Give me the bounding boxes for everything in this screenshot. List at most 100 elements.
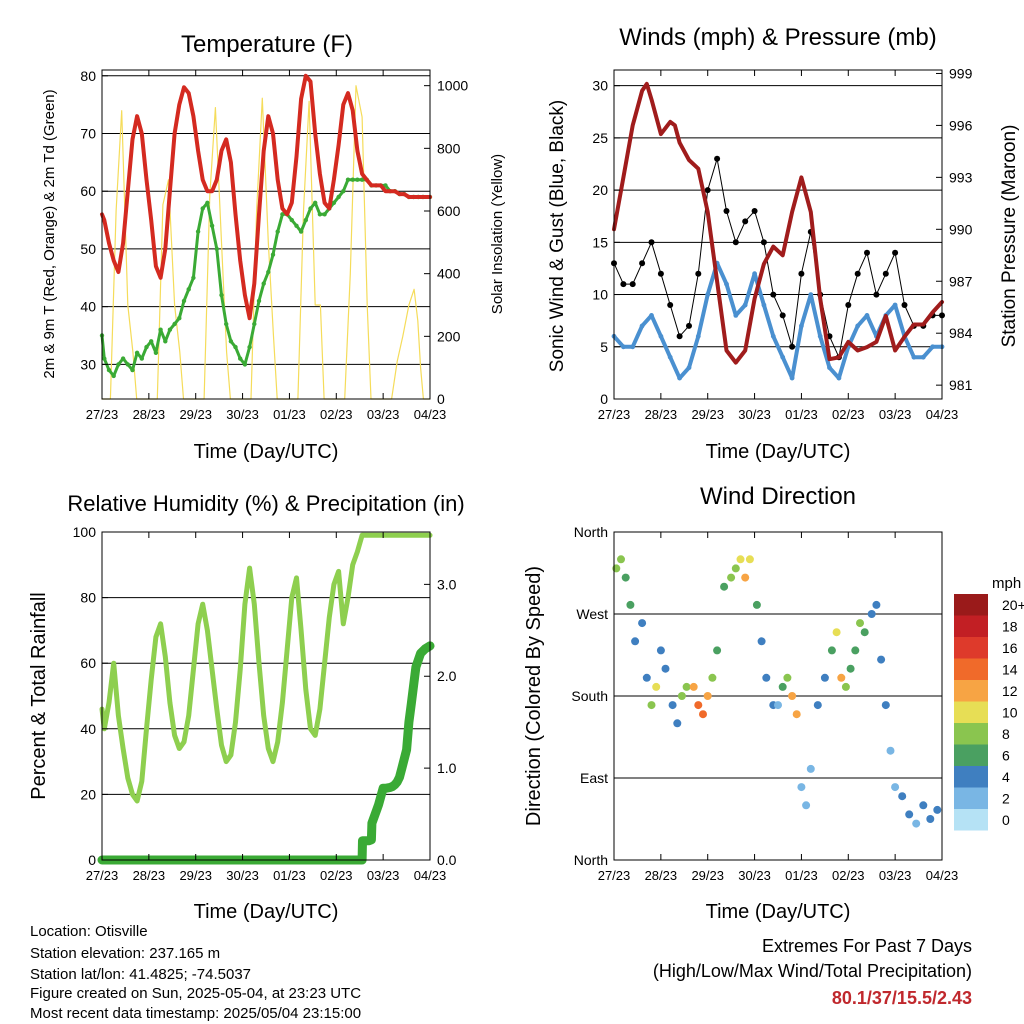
- wind-speed-points-point: [761, 302, 767, 308]
- humidity-y-ticks: 0 20 40 60 80 100: [73, 524, 108, 868]
- dewpoint-points-point: [233, 344, 238, 350]
- direction-point: [727, 573, 736, 582]
- dewpoint-points-point: [331, 200, 337, 205]
- dewpoint-points-point: [214, 246, 219, 252]
- speed-legend-swatch: [954, 809, 988, 831]
- y2-tick-label: 3.0: [437, 576, 457, 592]
- winds-y-label: Sonic Wind & Gust (Blue, Black): [547, 100, 568, 372]
- station-info: Location: Otisville Station elevation: 2…: [30, 923, 361, 1022]
- wind-speed-points-point: [742, 302, 748, 308]
- wind-speed-points-point: [733, 313, 739, 318]
- winds-panel: Winds (mph) & Pressure (mb) 27/23 28/23 29…: [547, 24, 1020, 463]
- dewpoint-points-point: [322, 212, 327, 217]
- gust-points-point: [732, 239, 739, 246]
- dewpoint-points-point: [383, 183, 388, 188]
- y2-tick-label: 1.0: [437, 760, 457, 776]
- direction-point: [881, 701, 890, 710]
- dewpoint-points-point: [134, 350, 140, 355]
- direction-point: [846, 664, 855, 673]
- speed-legend-label: 4: [1002, 769, 1010, 785]
- direction-point: [638, 619, 647, 628]
- direction-point: [708, 673, 717, 682]
- direction-point: [682, 682, 691, 691]
- x-tick-label: 04/23: [926, 868, 959, 883]
- direction-point: [788, 692, 797, 700]
- wind-speed-points-point: [836, 375, 842, 381]
- temperature-title: Temperature (F): [181, 31, 353, 58]
- dewpoint-points-point: [350, 177, 355, 182]
- gust-points-point: [704, 187, 711, 194]
- x-tick-label: 30/23: [738, 407, 771, 422]
- dewpoint-points-point: [144, 344, 149, 350]
- direction-point: [626, 600, 635, 609]
- station-elevation: Station elevation: 237.165 m: [30, 945, 220, 962]
- wind-speed-points-point: [639, 323, 645, 329]
- direction-point: [832, 628, 841, 637]
- x-tick-label: 03/23: [367, 407, 400, 422]
- x-tick-label: 01/23: [273, 868, 306, 883]
- wind-speed-points-point: [920, 354, 926, 360]
- x-tick-label: 04/23: [414, 407, 447, 422]
- wind-speed-points-point: [930, 344, 935, 350]
- x-tick-label: 28/23: [645, 868, 678, 883]
- gust-points-point: [789, 343, 796, 350]
- y-tick-label: 80: [80, 590, 96, 606]
- y2-tick-label: 987: [949, 273, 973, 289]
- direction-point: [752, 600, 761, 609]
- dewpoint-points-point: [313, 200, 318, 205]
- direction-point: [886, 746, 895, 755]
- gust-points-point: [760, 239, 767, 246]
- y-tick-label: 40: [80, 299, 96, 315]
- x-tick-label: 04/23: [926, 407, 959, 422]
- wind-speed-points-point: [677, 375, 682, 381]
- speed-legend-swatch: [954, 787, 988, 809]
- speed-legend-swatch: [954, 615, 988, 637]
- y2-tick-label: 990: [949, 221, 973, 237]
- figure-created: Figure created on Sun, 2025-05-04, at 23…: [30, 985, 361, 1002]
- direction-point: [802, 801, 811, 810]
- speed-legend-label: 14: [1002, 661, 1018, 677]
- direction-point: [762, 673, 771, 682]
- dewpoint-points-point: [224, 321, 229, 327]
- dewpoint-points-point: [120, 356, 126, 361]
- dewpoint-points-point: [355, 177, 360, 182]
- dewpoint-points-point: [359, 177, 365, 182]
- wind-speed-points-point: [892, 302, 898, 308]
- dewpoint-points-point: [341, 189, 346, 194]
- gust-points-point: [779, 312, 786, 319]
- temperature-plot-frame: [101, 69, 431, 400]
- y-tick-label: 0: [88, 852, 96, 868]
- y-tick-label: 20: [592, 182, 608, 198]
- humidity-y2-ticks: 0.0 1.0 2.0 3.0: [424, 576, 457, 868]
- temperature-y-ticks: 30 40 50 60 70 80: [80, 68, 108, 372]
- y-tick-label: South: [571, 688, 608, 704]
- x-tick-label: 27/23: [86, 868, 119, 883]
- direction-point: [820, 673, 829, 682]
- gust-points-point: [873, 291, 880, 298]
- x-tick-label: 02/23: [320, 407, 353, 422]
- direction-point: [689, 682, 698, 691]
- temperature-x-ticks: 27/23 28/23 29/23 30/23 01/23 02/23 03/23 04/23: [86, 70, 447, 422]
- direction-point: [661, 664, 670, 673]
- dewpoint-points-point: [172, 321, 177, 327]
- x-tick-label: 02/23: [832, 868, 865, 883]
- x-tick-label: 01/23: [273, 407, 306, 422]
- dewpoint-points-point: [345, 177, 351, 182]
- dewpoint-points-point: [266, 269, 271, 275]
- direction-point: [827, 646, 836, 655]
- gust-points-point: [657, 270, 664, 277]
- wind-speed-points-point: [864, 313, 870, 318]
- y2-tick-label: 400: [437, 266, 461, 282]
- direction-point: [642, 673, 651, 682]
- speed-legend-label: 10: [1002, 704, 1018, 720]
- winds-x-ticks: 27/23 28/23 29/23 30/23 01/23 02/23 03/23 04/23: [598, 70, 959, 422]
- dewpoint-points-point: [191, 275, 196, 280]
- y-tick-label: East: [580, 770, 608, 786]
- gust-points-point: [648, 239, 655, 246]
- direction-title: Wind Direction: [700, 483, 856, 510]
- extremes-heading: Extremes For Past 7 Days: [762, 936, 972, 956]
- dewpoint-points-point: [228, 339, 234, 344]
- winds-title: Winds (mph) & Pressure (mb): [619, 24, 936, 51]
- direction-point: [891, 783, 900, 792]
- speed-legend-label: 16: [1002, 640, 1018, 656]
